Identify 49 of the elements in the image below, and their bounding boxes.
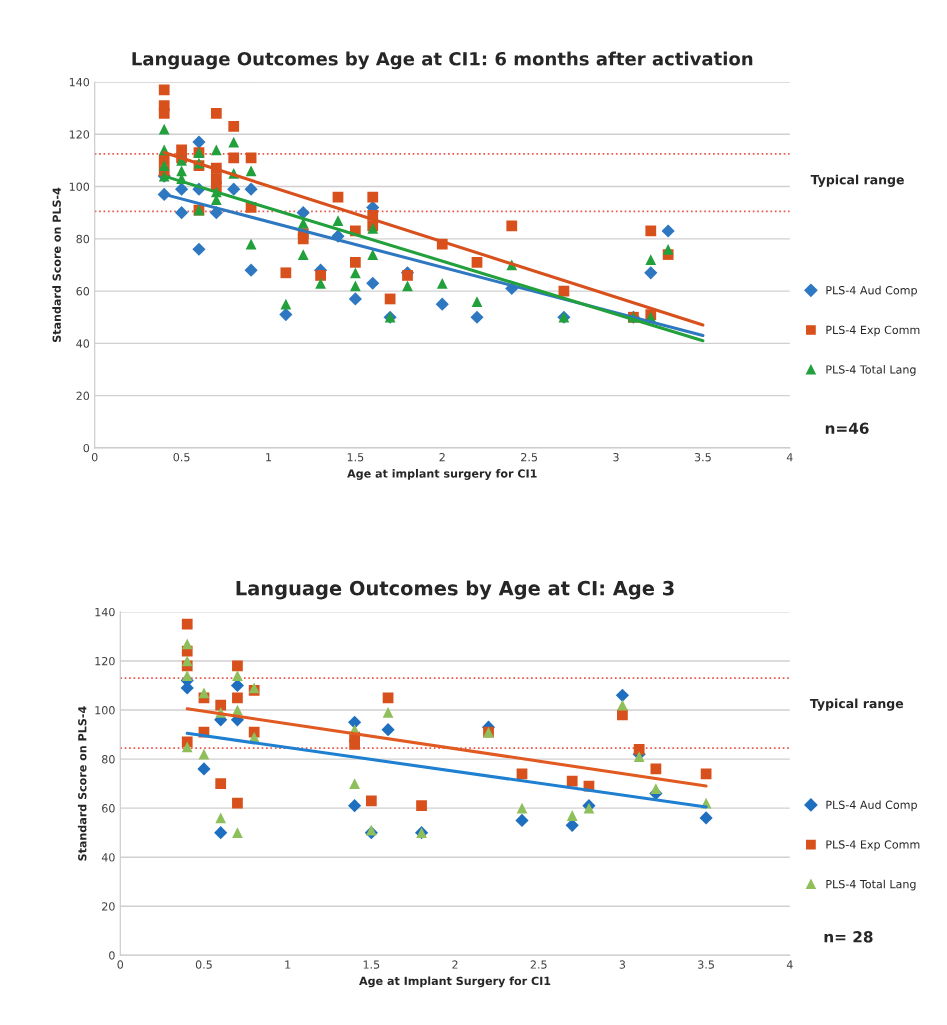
x-tick-label: 1 [285,960,291,969]
x-tick-label: 2.5 [521,452,537,462]
y-axis-title: Standard Score on PLS-4 [52,187,61,342]
x-tick-label: 0.5 [173,452,190,462]
y-tick-label: 80 [76,234,90,244]
y-tick-label: 120 [95,656,115,666]
legend-label: PLS-4 Total Lang [826,879,916,891]
x-axis-title: Age at Implant Surgery for CI1 [359,976,551,988]
x-tick-label: 4 [786,453,793,462]
x-tick-label: 2 [439,452,445,462]
legend-label: PLS-4 Total Lang [826,365,916,376]
x-tick-label: 0.5 [195,960,212,969]
x-tick-label: 3 [619,960,626,969]
y-tick-label: 40 [101,853,115,862]
x-tick-label: 4 [786,960,793,969]
y-tick-label: 100 [95,706,115,715]
y-tick-label: 0 [109,951,115,960]
x-tick-label: 2 [452,960,458,969]
y-tick-label: 60 [102,804,115,813]
x-tick-label: 3.5 [694,452,711,462]
y-tick-label: 60 [76,287,90,296]
text: n= 28 [824,931,873,943]
x-axis-title: Age at implant surgery for CI1 [347,469,537,480]
y-tick-label: 80 [102,755,115,764]
y-tick-label: 140 [69,77,90,87]
x-tick-label: 1.5 [347,453,364,462]
x-tick-label: 2.5 [530,960,547,969]
chart-title: Language Outcomes by Age at CI: Age 3 [236,580,674,600]
x-tick-label: 0 [117,960,124,969]
legend-label: PLS-4 Exp Comm [826,840,920,851]
legend-label: PLS-4 Aud Comp [826,285,917,297]
y-axis-title: Standard Score on PLS-4 [77,706,87,861]
y-tick-label: 0 [83,443,90,453]
text: Typical range [809,698,904,711]
text: Typical range [810,174,904,187]
y-tick-label: 100 [69,182,90,191]
chart-title: Language Outcomes by Age at CI1: 6 months after activation [132,51,753,70]
x-tick-label: 3.5 [698,960,714,969]
y-tick-label: 140 [95,607,115,617]
y-tick-label: 20 [76,391,90,401]
legend-label: PLS-4 Exp Comm [826,325,920,337]
text: n=46 [825,422,869,435]
x-tick-label: 3 [613,452,619,462]
x-tick-label: 1.5 [363,960,380,969]
legend-label: PLS-4 Aud Comp [826,800,917,812]
x-tick-label: 1 [266,453,271,462]
y-tick-label: 120 [69,130,90,139]
y-tick-label: 40 [76,339,90,348]
y-tick-label: 20 [102,902,115,911]
